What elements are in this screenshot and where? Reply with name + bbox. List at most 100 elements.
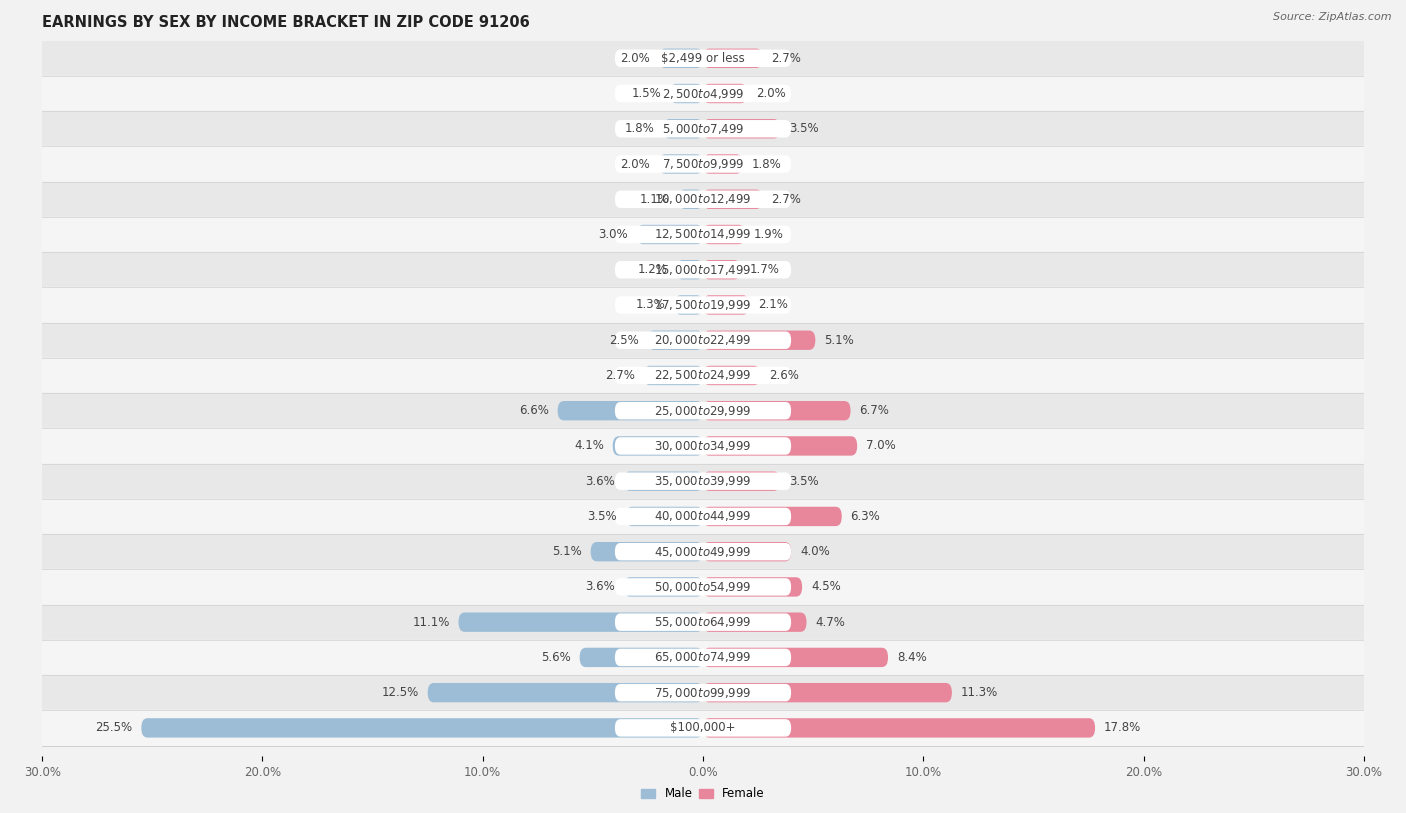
Text: 1.8%: 1.8%	[751, 158, 782, 171]
Bar	[42, 711, 1364, 746]
Text: 4.1%: 4.1%	[574, 440, 605, 453]
Text: 25.5%: 25.5%	[96, 721, 132, 734]
Text: 1.9%: 1.9%	[754, 228, 783, 241]
FancyBboxPatch shape	[703, 260, 741, 280]
Text: $65,000 to $74,999: $65,000 to $74,999	[654, 650, 752, 664]
Text: 1.5%: 1.5%	[631, 87, 661, 100]
FancyBboxPatch shape	[458, 612, 703, 632]
Text: 3.6%: 3.6%	[585, 475, 614, 488]
Text: 2.6%: 2.6%	[769, 369, 799, 382]
FancyBboxPatch shape	[614, 649, 792, 666]
FancyBboxPatch shape	[703, 366, 761, 385]
Text: 2.1%: 2.1%	[758, 298, 787, 311]
Bar	[42, 428, 1364, 463]
Text: 17.8%: 17.8%	[1104, 721, 1142, 734]
Text: 3.5%: 3.5%	[789, 122, 818, 135]
FancyBboxPatch shape	[614, 226, 792, 243]
Bar	[42, 252, 1364, 287]
FancyBboxPatch shape	[703, 331, 815, 350]
FancyBboxPatch shape	[614, 720, 792, 737]
Text: $7,500 to $9,999: $7,500 to $9,999	[662, 157, 744, 171]
FancyBboxPatch shape	[664, 119, 703, 138]
FancyBboxPatch shape	[614, 472, 792, 490]
FancyBboxPatch shape	[659, 49, 703, 68]
FancyBboxPatch shape	[614, 507, 792, 525]
Text: EARNINGS BY SEX BY INCOME BRACKET IN ZIP CODE 91206: EARNINGS BY SEX BY INCOME BRACKET IN ZIP…	[42, 15, 530, 30]
Bar	[42, 463, 1364, 499]
FancyBboxPatch shape	[703, 84, 747, 103]
FancyBboxPatch shape	[703, 506, 842, 526]
FancyBboxPatch shape	[703, 189, 762, 209]
Text: 2.0%: 2.0%	[620, 158, 650, 171]
Text: 6.7%: 6.7%	[859, 404, 889, 417]
FancyBboxPatch shape	[579, 648, 703, 667]
Text: 1.1%: 1.1%	[640, 193, 669, 206]
Text: 2.5%: 2.5%	[609, 333, 640, 346]
Text: 1.8%: 1.8%	[624, 122, 655, 135]
Bar	[42, 393, 1364, 428]
Text: 1.7%: 1.7%	[749, 263, 779, 276]
Text: $17,500 to $19,999: $17,500 to $19,999	[654, 298, 752, 312]
Text: $100,000+: $100,000+	[671, 721, 735, 734]
Text: 3.5%: 3.5%	[588, 510, 617, 523]
Text: $15,000 to $17,499: $15,000 to $17,499	[654, 263, 752, 276]
FancyBboxPatch shape	[614, 402, 792, 420]
FancyBboxPatch shape	[614, 437, 792, 454]
FancyBboxPatch shape	[614, 296, 792, 314]
Text: $45,000 to $49,999: $45,000 to $49,999	[654, 545, 752, 559]
Bar	[42, 569, 1364, 605]
Text: 8.4%: 8.4%	[897, 651, 927, 664]
Bar	[42, 76, 1364, 111]
FancyBboxPatch shape	[427, 683, 703, 702]
FancyBboxPatch shape	[675, 295, 703, 315]
Text: 3.5%: 3.5%	[789, 475, 818, 488]
FancyBboxPatch shape	[703, 295, 749, 315]
FancyBboxPatch shape	[703, 718, 1095, 737]
FancyBboxPatch shape	[703, 154, 742, 174]
Text: $2,499 or less: $2,499 or less	[661, 52, 745, 65]
Bar	[42, 499, 1364, 534]
Text: $25,000 to $29,999: $25,000 to $29,999	[654, 404, 752, 418]
Text: $55,000 to $64,999: $55,000 to $64,999	[654, 615, 752, 629]
Text: $20,000 to $22,499: $20,000 to $22,499	[654, 333, 752, 347]
Text: 5.6%: 5.6%	[541, 651, 571, 664]
Bar	[42, 146, 1364, 181]
Text: $12,500 to $14,999: $12,500 to $14,999	[654, 228, 752, 241]
Bar	[42, 640, 1364, 675]
FancyBboxPatch shape	[703, 683, 952, 702]
Text: 1.3%: 1.3%	[636, 298, 665, 311]
Bar	[42, 675, 1364, 711]
FancyBboxPatch shape	[558, 401, 703, 420]
FancyBboxPatch shape	[676, 260, 703, 280]
Text: 2.7%: 2.7%	[772, 52, 801, 65]
FancyBboxPatch shape	[659, 154, 703, 174]
FancyBboxPatch shape	[141, 718, 703, 737]
FancyBboxPatch shape	[644, 366, 703, 385]
FancyBboxPatch shape	[614, 367, 792, 385]
Text: 4.0%: 4.0%	[800, 546, 830, 559]
Text: $10,000 to $12,499: $10,000 to $12,499	[654, 192, 752, 207]
Bar	[42, 217, 1364, 252]
FancyBboxPatch shape	[614, 155, 792, 172]
FancyBboxPatch shape	[614, 332, 792, 349]
FancyBboxPatch shape	[613, 437, 703, 455]
Text: 12.5%: 12.5%	[381, 686, 419, 699]
Text: $5,000 to $7,499: $5,000 to $7,499	[662, 122, 744, 136]
FancyBboxPatch shape	[703, 577, 801, 597]
Text: 4.5%: 4.5%	[811, 580, 841, 593]
Bar	[42, 41, 1364, 76]
Text: 6.3%: 6.3%	[851, 510, 880, 523]
Text: 2.0%: 2.0%	[620, 52, 650, 65]
Text: $50,000 to $54,999: $50,000 to $54,999	[654, 580, 752, 594]
FancyBboxPatch shape	[614, 85, 792, 102]
FancyBboxPatch shape	[703, 472, 780, 491]
FancyBboxPatch shape	[624, 472, 703, 491]
FancyBboxPatch shape	[614, 684, 792, 702]
FancyBboxPatch shape	[703, 542, 792, 561]
Text: 4.7%: 4.7%	[815, 615, 845, 628]
FancyBboxPatch shape	[648, 331, 703, 350]
Text: Source: ZipAtlas.com: Source: ZipAtlas.com	[1274, 12, 1392, 22]
Text: 2.7%: 2.7%	[772, 193, 801, 206]
Bar	[42, 605, 1364, 640]
FancyBboxPatch shape	[614, 120, 792, 137]
